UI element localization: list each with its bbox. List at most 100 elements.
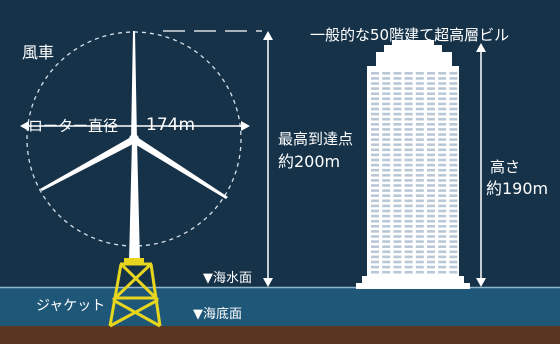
skyscraper-window bbox=[415, 112, 424, 116]
skyscraper-window bbox=[393, 168, 402, 172]
skyscraper-window bbox=[404, 77, 413, 80]
skyscraper-window bbox=[427, 102, 435, 106]
skyscraper-window bbox=[449, 72, 458, 75]
skyscraper-window bbox=[427, 209, 435, 213]
skyscraper-window bbox=[438, 123, 447, 126]
skyscraper-window bbox=[393, 204, 402, 208]
skyscraper-window bbox=[404, 179, 413, 182]
skyscraper-window bbox=[382, 255, 391, 259]
skyscraper-window bbox=[415, 245, 424, 248]
skyscraper-window bbox=[404, 194, 413, 197]
skyscraper-window bbox=[449, 199, 458, 203]
sea-water bbox=[0, 287, 560, 327]
skyscraper-window bbox=[404, 153, 413, 157]
skyscraper-window bbox=[404, 138, 413, 141]
skyscraper-window bbox=[427, 199, 435, 203]
skyscraper-window bbox=[427, 255, 435, 259]
skyscraper-window bbox=[371, 214, 379, 218]
skyscraper-window bbox=[393, 270, 402, 274]
skyscraper-window bbox=[371, 189, 379, 192]
skyscraper-window bbox=[393, 219, 402, 223]
skyscraper-window bbox=[371, 97, 379, 101]
skyscraper-window bbox=[415, 174, 424, 177]
skyscraper-window bbox=[371, 168, 379, 172]
skyscraper-window bbox=[427, 77, 435, 80]
skyscraper-window bbox=[438, 138, 447, 141]
skyscraper-window bbox=[404, 133, 413, 136]
skyscraper-window bbox=[438, 184, 447, 187]
skyscraper-window bbox=[371, 72, 379, 75]
jacket-label: ジャケット bbox=[36, 298, 106, 314]
skyscraper-window bbox=[438, 179, 447, 182]
skyscraper-window bbox=[404, 128, 413, 131]
skyscraper-window bbox=[404, 270, 413, 274]
skyscraper-window bbox=[438, 209, 447, 213]
skyscraper-window bbox=[449, 184, 458, 187]
skyscraper-window bbox=[393, 235, 402, 238]
skyscraper-window bbox=[415, 255, 424, 259]
skyscraper-window bbox=[449, 143, 458, 146]
skyscraper-window bbox=[449, 265, 458, 269]
skyscraper-window bbox=[382, 209, 391, 213]
skyscraper-window bbox=[415, 123, 424, 126]
skyscraper-window bbox=[404, 209, 413, 213]
skyscraper-window bbox=[438, 235, 447, 238]
skyscraper-window bbox=[404, 143, 413, 146]
skyscraper-window bbox=[427, 214, 435, 218]
skyscraper-window bbox=[427, 174, 435, 177]
skyscraper-window bbox=[427, 128, 435, 131]
skyscraper-window bbox=[371, 107, 379, 111]
skyscraper-window bbox=[415, 184, 424, 187]
skyscraper-window bbox=[415, 163, 424, 167]
skyscraper-window bbox=[382, 219, 391, 223]
skyscraper-window bbox=[427, 204, 435, 208]
skyscraper-window bbox=[449, 102, 458, 106]
skyscraper-window bbox=[427, 245, 435, 248]
skyscraper-window bbox=[371, 255, 379, 259]
skyscraper-window bbox=[382, 148, 391, 152]
skyscraper-window bbox=[382, 97, 391, 101]
skyscraper-window bbox=[382, 199, 391, 203]
skyscraper-window bbox=[449, 158, 458, 162]
skyscraper-window bbox=[438, 72, 447, 75]
skyscraper-window bbox=[371, 260, 379, 264]
skyscraper-window bbox=[404, 92, 413, 95]
skyscraper-window bbox=[449, 209, 458, 213]
skyscraper-window bbox=[382, 138, 391, 141]
skyscraper-window bbox=[382, 230, 391, 233]
skyscraper-window bbox=[382, 128, 391, 131]
skyscraper-window bbox=[438, 194, 447, 197]
skyscraper-window bbox=[438, 92, 447, 95]
skyscraper-window bbox=[393, 153, 402, 157]
sea-level-label: ▼海水面 bbox=[203, 271, 252, 286]
skyscraper-window bbox=[438, 158, 447, 162]
skyscraper-window bbox=[449, 128, 458, 131]
skyscraper-window bbox=[449, 163, 458, 167]
skyscraper-window bbox=[438, 250, 447, 254]
skyscraper-window bbox=[382, 260, 391, 264]
skyscraper-window bbox=[438, 204, 447, 208]
skyscraper-window bbox=[393, 158, 402, 162]
skyscraper-window bbox=[371, 179, 379, 182]
skyscraper-window bbox=[382, 174, 391, 177]
skyscraper-window bbox=[382, 250, 391, 254]
windmill-label: 風車 bbox=[22, 43, 55, 62]
skyscraper-window bbox=[404, 148, 413, 152]
skyscraper-window bbox=[382, 92, 391, 95]
skyscraper-window bbox=[382, 235, 391, 238]
skyscraper-window bbox=[382, 117, 391, 121]
skyscraper-window bbox=[438, 97, 447, 101]
skyscraper-window bbox=[404, 87, 413, 90]
skyscraper-window bbox=[404, 260, 413, 264]
building-title: 一般的な50階建て超高層ビル bbox=[310, 26, 510, 44]
skyscraper-window bbox=[449, 92, 458, 95]
skyscraper-window bbox=[393, 225, 402, 228]
building-height-arrow-top bbox=[476, 43, 486, 52]
skyscraper-window bbox=[415, 128, 424, 131]
skyscraper-window bbox=[393, 214, 402, 218]
skyscraper-window bbox=[449, 117, 458, 121]
skyscraper-window bbox=[404, 123, 413, 126]
turbine-blade-right bbox=[133, 137, 228, 199]
skyscraper-window bbox=[382, 158, 391, 162]
max-height-arrow-top bbox=[263, 31, 273, 40]
